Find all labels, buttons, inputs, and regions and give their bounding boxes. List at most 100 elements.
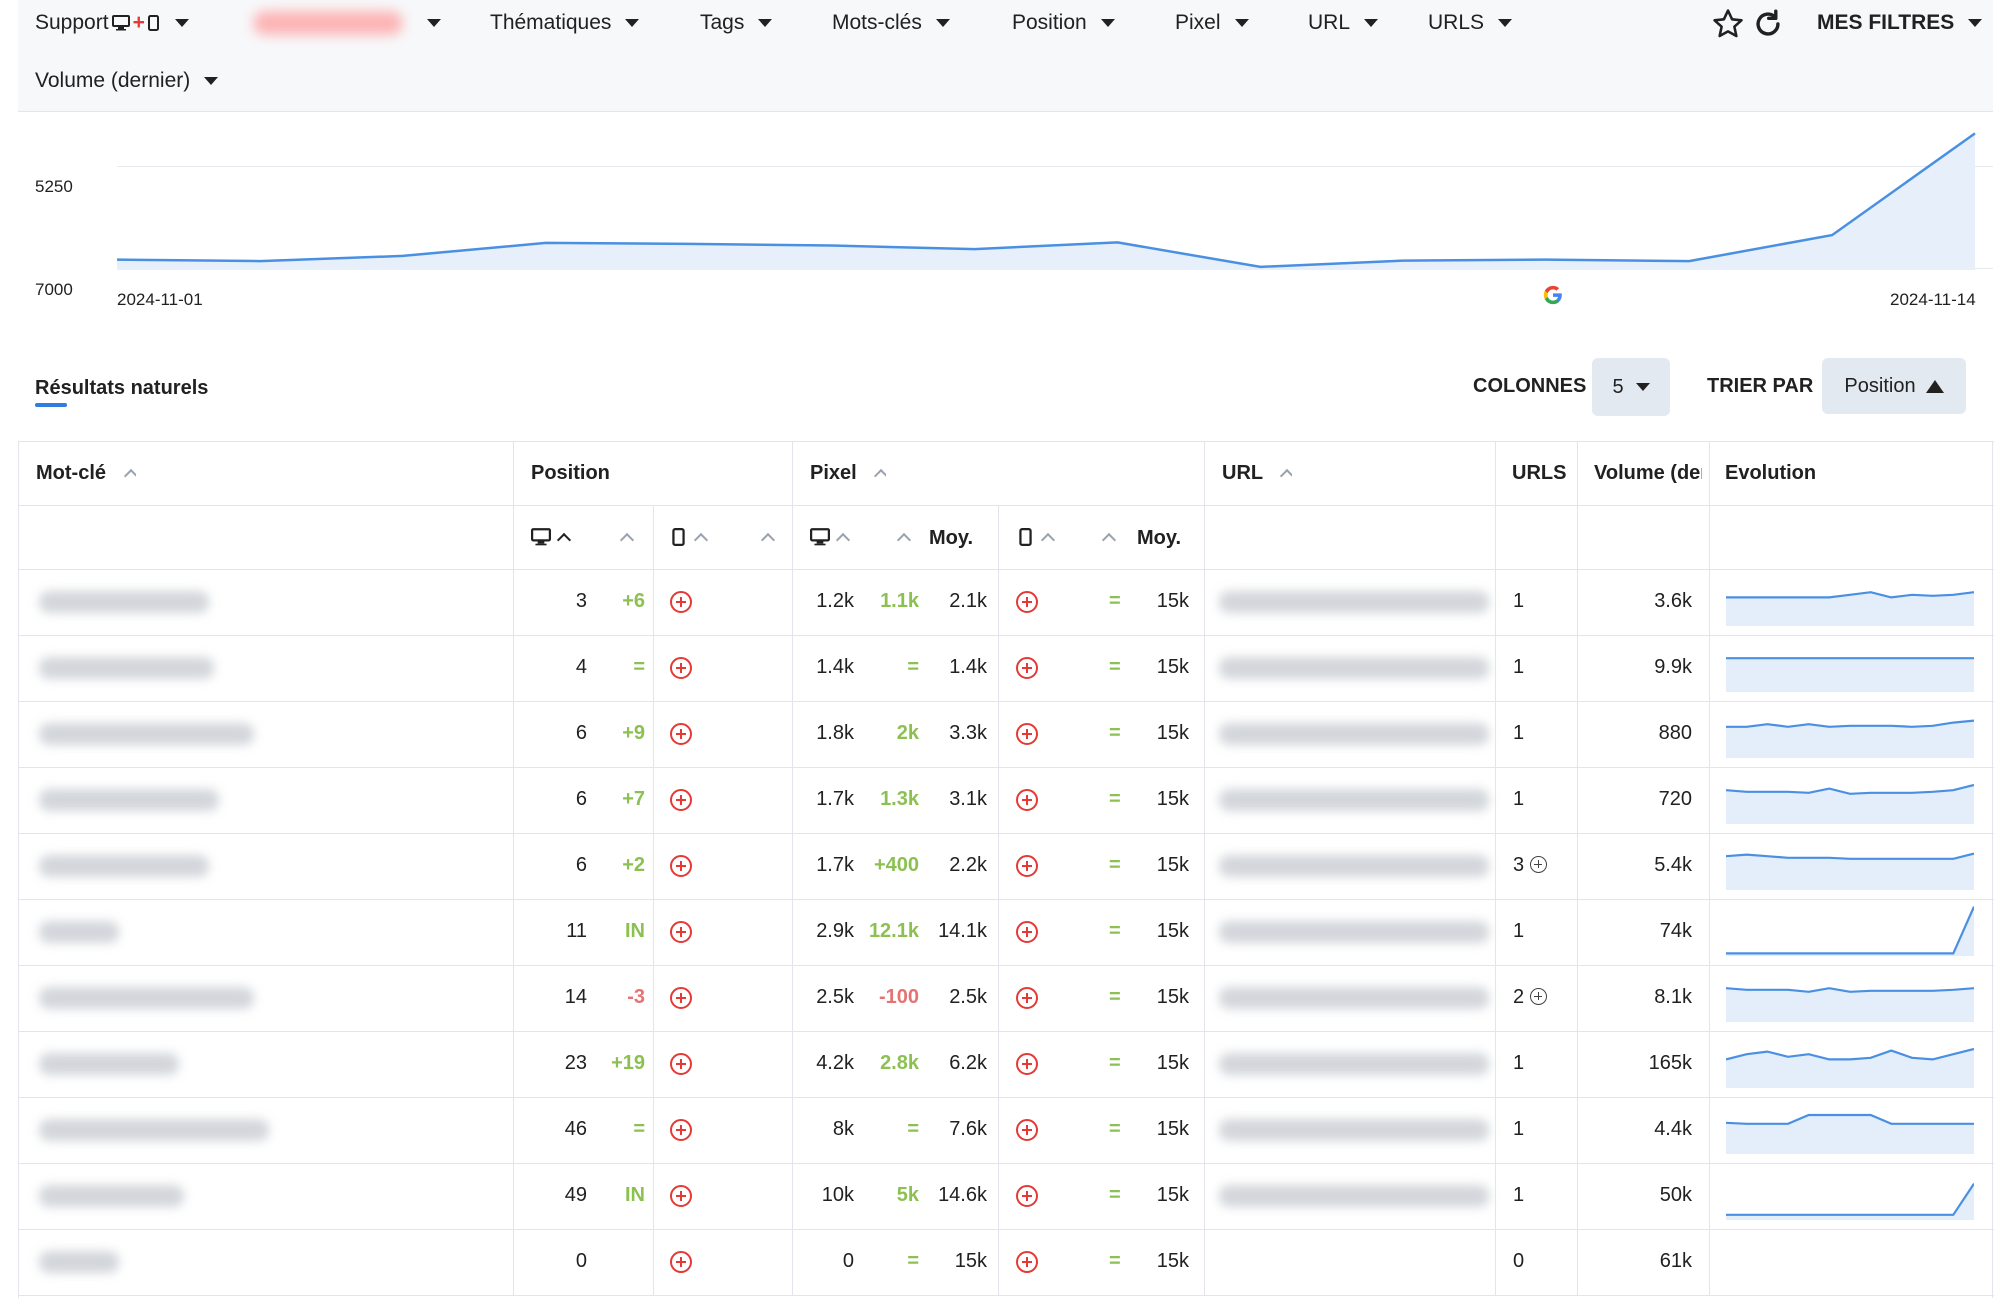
- sort-chevron-icon[interactable]: [1040, 532, 1056, 548]
- sort-chevron-icon[interactable]: [693, 532, 709, 548]
- evolution-sparkline: [1726, 591, 1974, 626]
- column-divider: [1709, 441, 1710, 1295]
- keyword-blurred: [39, 987, 254, 1009]
- filter-tags[interactable]: Tags: [700, 11, 773, 35]
- trier-par-select[interactable]: Position: [1822, 358, 1966, 414]
- filter-thematiques[interactable]: Thématiques: [490, 11, 640, 35]
- url-blurred[interactable]: [1219, 789, 1489, 811]
- table-row[interactable]: [19, 899, 1994, 965]
- pixel-mobile-delta: =: [1109, 920, 1121, 942]
- sort-chevron-icon[interactable]: [1101, 532, 1117, 548]
- table-row[interactable]: [19, 833, 1994, 899]
- sort-chevron-icon[interactable]: [835, 532, 851, 548]
- tab-resultats-naturels[interactable]: Résultats naturels: [35, 377, 209, 399]
- header-position[interactable]: Position: [531, 462, 610, 484]
- pixel-delta: 2.8k: [880, 1052, 919, 1074]
- url-blurred[interactable]: [1219, 987, 1489, 1009]
- add-circle-icon[interactable]: [670, 789, 692, 811]
- sparkline-line: [1726, 1047, 1974, 1061]
- filter-url[interactable]: URL: [1308, 11, 1379, 35]
- add-circle-icon[interactable]: [1016, 1119, 1038, 1141]
- add-circle-icon[interactable]: [670, 855, 692, 877]
- add-circle-icon[interactable]: [1016, 1185, 1038, 1207]
- add-circle-icon[interactable]: [670, 591, 692, 613]
- url-blurred[interactable]: [1219, 657, 1489, 679]
- pixel-mobile-average: 15k: [1156, 1052, 1189, 1074]
- add-circle-icon[interactable]: [1016, 1053, 1038, 1075]
- filter-urls[interactable]: URLS: [1428, 11, 1513, 35]
- sort-chevron-icon[interactable]: [619, 532, 635, 548]
- filter-blurred[interactable]: [253, 11, 441, 35]
- add-circle-icon[interactable]: [670, 921, 692, 943]
- header-pixel[interactable]: Pixel: [810, 462, 887, 485]
- add-circle-icon[interactable]: [670, 1185, 692, 1207]
- mes-filtres-button[interactable]: MES FILTRES: [1817, 11, 1983, 35]
- add-circle-icon[interactable]: [670, 1119, 692, 1141]
- url-blurred[interactable]: [1219, 591, 1489, 613]
- add-circle-icon[interactable]: [670, 1251, 692, 1273]
- sort-chevron-icon[interactable]: [556, 532, 572, 548]
- header-volume[interactable]: Volume (der: [1594, 462, 1702, 484]
- evolution-sparkline: [1726, 1182, 1974, 1220]
- table-row[interactable]: [19, 569, 1994, 635]
- urls-count[interactable]: 3: [1513, 854, 1573, 877]
- filter-pixel[interactable]: Pixel: [1175, 11, 1249, 35]
- sort-chevron-icon[interactable]: [896, 532, 912, 548]
- url-blurred[interactable]: [1219, 1185, 1489, 1207]
- add-circle-icon[interactable]: [1530, 856, 1548, 873]
- table-row[interactable]: [19, 1229, 1994, 1295]
- table-row[interactable]: [19, 965, 1994, 1031]
- add-circle-icon[interactable]: [1530, 988, 1548, 1005]
- url-blurred[interactable]: [1219, 921, 1489, 943]
- url-blurred[interactable]: [1219, 1119, 1489, 1141]
- header-urls[interactable]: URLS: [1512, 462, 1567, 484]
- add-circle-icon[interactable]: [670, 657, 692, 679]
- filter-urls-label: URLS: [1428, 11, 1485, 34]
- header-moyenne-desktop[interactable]: Moy.: [929, 527, 974, 549]
- header-evolution[interactable]: Evolution: [1725, 462, 1817, 484]
- filter-volume[interactable]: Volume (dernier): [35, 69, 219, 93]
- header-mot-cle[interactable]: Mot-clé: [36, 462, 136, 485]
- table-row[interactable]: [19, 635, 1994, 701]
- filter-support[interactable]: Support +: [35, 11, 189, 35]
- url-blurred[interactable]: [1219, 723, 1489, 745]
- add-circle-icon[interactable]: [670, 1053, 692, 1075]
- add-circle-icon[interactable]: [1016, 987, 1038, 1009]
- keyword-blurred: [39, 1185, 184, 1207]
- header-url[interactable]: URL: [1222, 462, 1293, 485]
- add-circle-icon[interactable]: [1016, 855, 1038, 877]
- urls-count: 1: [1513, 788, 1573, 811]
- add-circle-icon[interactable]: [670, 987, 692, 1009]
- refresh-icon[interactable]: [1751, 7, 1785, 41]
- add-circle-icon[interactable]: [1016, 789, 1038, 811]
- add-circle-icon[interactable]: [1016, 921, 1038, 943]
- url-blurred[interactable]: [1219, 855, 1489, 877]
- pixel-delta: 1.1k: [880, 590, 919, 612]
- header-moyenne-mobile[interactable]: Moy.: [1137, 527, 1182, 549]
- pixel-average: 2.2k: [949, 854, 987, 876]
- chevron-down-icon: [1364, 19, 1379, 27]
- table-row[interactable]: [19, 767, 1994, 833]
- colonnes-select[interactable]: 5: [1592, 358, 1670, 416]
- table-row[interactable]: [19, 701, 1994, 767]
- filter-position[interactable]: Position: [1012, 11, 1115, 35]
- add-circle-icon[interactable]: [1016, 1251, 1038, 1273]
- add-circle-icon[interactable]: [1016, 723, 1038, 745]
- add-circle-icon[interactable]: [1016, 657, 1038, 679]
- add-circle-icon[interactable]: [1016, 591, 1038, 613]
- table-row[interactable]: [19, 1097, 1994, 1163]
- url-blurred[interactable]: [1219, 1053, 1489, 1075]
- row-divider: [19, 1229, 1994, 1230]
- filter-mots-cles[interactable]: Mots-clés: [832, 11, 950, 35]
- table-row[interactable]: [19, 1031, 1994, 1097]
- column-divider: [792, 441, 793, 1295]
- urls-count: 1: [1513, 1184, 1573, 1207]
- sort-chevron-icon[interactable]: [760, 532, 776, 548]
- desktop-icon: [810, 528, 830, 546]
- results-table: Mot-clé Position Pixel URL URLS Volume (…: [18, 441, 1994, 1298]
- urls-count-value: 1: [1513, 656, 1525, 678]
- urls-count[interactable]: 2: [1513, 986, 1573, 1009]
- star-icon[interactable]: [1711, 7, 1745, 41]
- table-row[interactable]: [19, 1163, 1994, 1229]
- add-circle-icon[interactable]: [670, 723, 692, 745]
